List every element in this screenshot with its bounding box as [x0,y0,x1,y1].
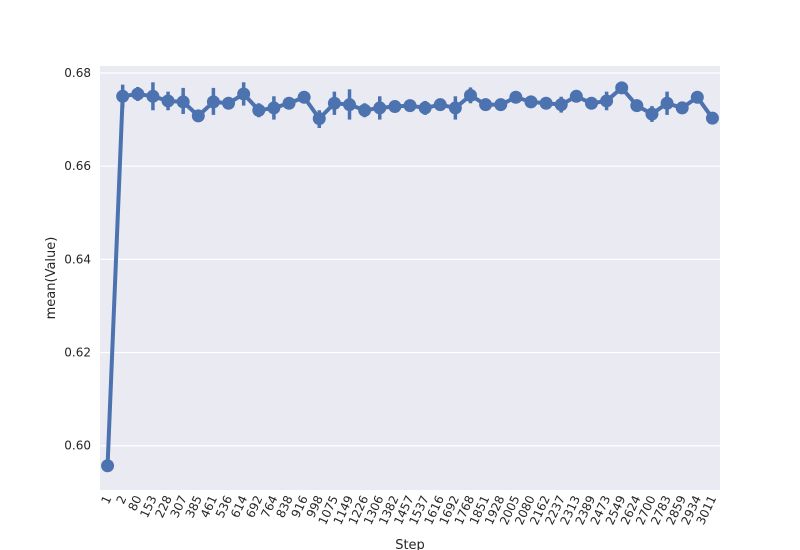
data-point [433,98,447,112]
data-point [237,87,251,101]
data-point [161,94,175,108]
data-point [479,98,493,112]
y-tick-label: 0.62 [64,346,91,360]
plot-area [100,66,720,490]
data-point [630,99,644,113]
y-tick-label: 0.68 [64,66,91,80]
data-point [252,103,266,117]
y-tick-label: 0.66 [64,159,91,173]
x-tick-label: 80 [125,493,144,513]
data-point [176,95,190,109]
data-point [554,98,568,112]
data-point [539,96,553,110]
data-point [267,101,281,115]
data-point [297,90,311,104]
data-point [418,101,432,115]
data-point [282,96,296,110]
data-point [146,89,160,103]
data-point [312,112,326,126]
data-point [343,98,357,112]
data-point [645,107,659,121]
data-point [524,95,538,109]
data-point [463,88,477,102]
data-point [116,89,130,103]
x-axis-label: Step [395,538,425,550]
data-point [569,89,583,103]
data-point [690,90,704,104]
data-point [660,96,674,110]
x-tick-label: 1 [98,493,114,506]
data-point [206,95,220,109]
data-point [403,99,417,113]
data-point [388,100,402,114]
data-point [600,94,614,108]
y-tick-labels: 0.60 0.62 0.64 0.66 0.68 [64,66,91,453]
y-tick-label: 0.64 [64,252,91,266]
data-point [509,90,523,104]
y-axis-label: mean(Value) [44,237,59,320]
data-point [327,96,341,110]
data-point [222,96,236,110]
y-tick-label: 0.60 [64,439,91,453]
data-point [373,101,387,115]
x-tick-labels: 1 280153228307385461536614692764838916998… [98,493,719,527]
data-points [101,81,719,473]
data-point [191,109,205,123]
y-gridlines [100,72,720,447]
data-point [494,98,508,112]
data-point [358,103,372,117]
data-point [675,101,689,115]
data-point [705,111,719,125]
data-point [584,96,598,110]
data-point [101,459,115,473]
data-point [615,81,629,95]
data-point [448,101,462,115]
data-point [131,87,145,101]
